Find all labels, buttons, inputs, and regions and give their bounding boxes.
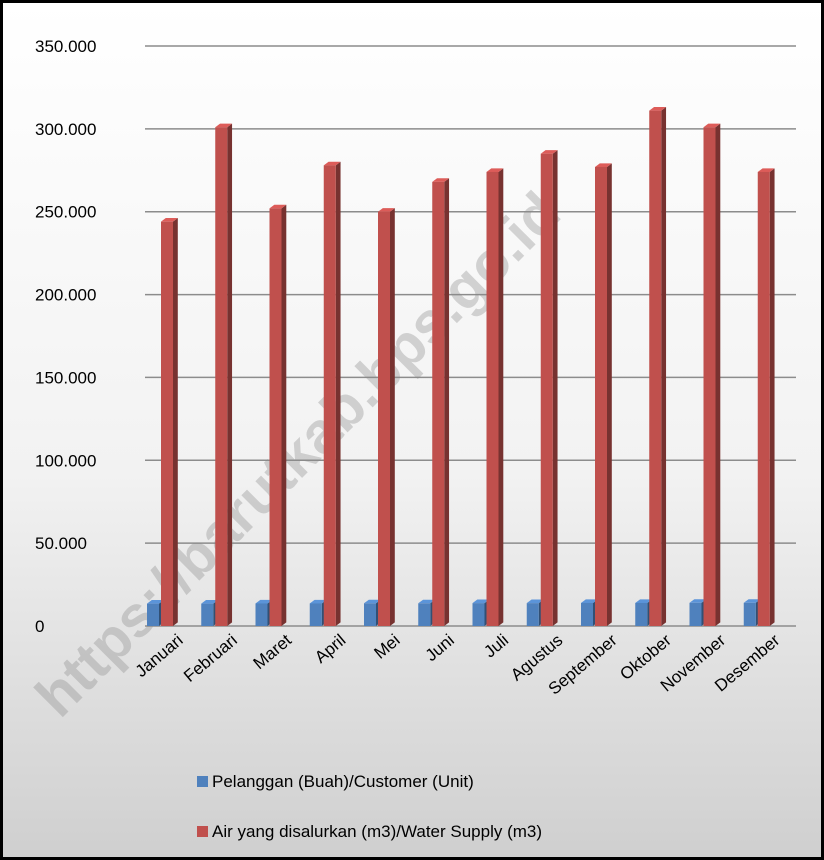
bar-top: [526, 599, 544, 604]
bar-top: [649, 107, 667, 111]
bar-top: [432, 178, 450, 182]
y-tick-label: 100.000: [35, 451, 96, 470]
bar-front: [432, 181, 445, 626]
bar-front: [635, 602, 648, 626]
bar-water-supply-juni: [432, 178, 450, 627]
bar-front: [147, 603, 159, 626]
bar-water-supply-mei: [378, 208, 395, 626]
bar-side: [715, 123, 721, 626]
bar-top: [215, 123, 233, 128]
legend-label-water-supply: Air yang disalurkan (m3)/Water Supply (m…: [212, 822, 542, 841]
bar-side: [227, 123, 233, 626]
bar-front: [595, 166, 607, 626]
bar-water-supply-maret: [269, 204, 287, 627]
bar-top: [323, 161, 341, 166]
bar-front: [215, 127, 228, 626]
y-tick-label: 200.000: [35, 286, 96, 305]
bar-top: [309, 599, 327, 604]
bar-front: [201, 603, 214, 626]
bar-water-supply-november: [703, 123, 721, 626]
bar-top: [472, 599, 490, 604]
bar-side: [661, 107, 667, 627]
bar-front: [472, 603, 485, 626]
legend-item-water-supply: Air yang disalurkan (m3)/Water Supply (m…: [197, 822, 542, 841]
bar-front: [526, 603, 539, 626]
bar-side: [552, 150, 558, 626]
bar-front: [703, 127, 716, 626]
bar-top: [201, 600, 219, 604]
bar-top: [255, 599, 273, 604]
bar-side: [498, 168, 504, 627]
y-tick-label: 0: [35, 617, 44, 636]
bar-top: [161, 218, 178, 222]
bar-top: [595, 163, 612, 167]
bar-top: [378, 208, 395, 212]
grid-layer: [145, 45, 796, 627]
bar-front: [323, 165, 336, 627]
bar-top: [689, 599, 707, 603]
bar-side: [281, 204, 287, 627]
bar-top: [364, 599, 381, 604]
legend-swatch-customer: [197, 776, 208, 787]
bar-water-supply-desember: [757, 168, 775, 627]
legend-label-customer: Pelanggan (Buah)/Customer (Unit): [212, 772, 474, 791]
bar-front: [581, 602, 593, 626]
bar-top: [581, 599, 598, 603]
bar-front: [743, 602, 756, 626]
bar-front: [161, 221, 173, 626]
bar-water-supply-februari: [215, 123, 233, 626]
bar-water-supply-oktober: [649, 107, 667, 627]
bar-top: [703, 123, 721, 128]
bar-top: [269, 204, 287, 209]
legend-swatch-water-supply: [197, 826, 208, 837]
y-axis-ticks: 0 50.000 100.000 150.000 200.000 250.000 300.0…: [35, 37, 96, 636]
bar-water-supply-januari: [161, 218, 178, 627]
bar-side: [769, 168, 775, 627]
bar-water-supply-juli: [486, 168, 504, 627]
bar-front: [540, 153, 553, 626]
bar-side: [607, 163, 612, 626]
bar-side: [390, 208, 395, 626]
bar-front: [255, 603, 268, 626]
bar-top: [486, 168, 504, 172]
bar-front: [269, 208, 282, 626]
bar-side: [335, 161, 341, 626]
bar-front: [757, 171, 770, 626]
bar-top: [635, 599, 653, 603]
bar-side: [173, 218, 178, 627]
bar-top: [757, 168, 775, 172]
bar-water-supply-agustus: [540, 150, 558, 626]
legend-item-customer: Pelanggan (Buah)/Customer (Unit): [197, 772, 474, 791]
bar-top: [147, 600, 164, 604]
bar-top: [743, 599, 761, 603]
y-tick-label: 150.000: [35, 368, 96, 387]
bar-front: [689, 602, 702, 626]
bar-front: [418, 603, 431, 626]
legend: Pelanggan (Buah)/Customer (Unit) Air yan…: [197, 772, 542, 841]
y-tick-label: 50.000: [35, 534, 87, 553]
y-tick-label: 350.000: [35, 37, 96, 56]
bar-front: [649, 110, 662, 627]
y-tick-label: 300.000: [35, 120, 96, 139]
bar-layer: [147, 107, 775, 627]
bar-front: [364, 603, 376, 626]
bar-front: [486, 171, 499, 626]
bar-top: [418, 599, 436, 604]
bar-front: [378, 211, 390, 626]
bar-water-supply-april: [323, 161, 341, 627]
bar-water-supply-september: [595, 163, 612, 626]
y-tick-label: 250.000: [35, 203, 96, 222]
bar-top: [540, 150, 558, 154]
bar-front: [309, 603, 322, 626]
bar-side: [444, 178, 450, 627]
